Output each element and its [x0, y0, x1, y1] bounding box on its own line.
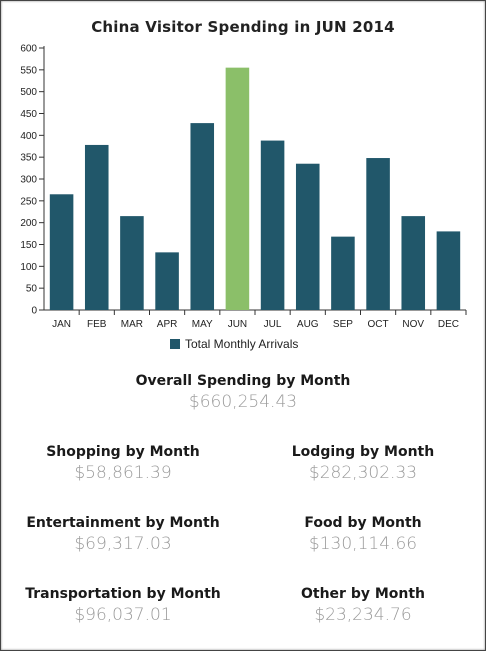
- x-tick-label: AUG: [297, 319, 319, 330]
- bar-dec: [436, 231, 461, 310]
- other-value: $23,234.76: [314, 605, 412, 625]
- entertainment-label: Entertainment by Month: [26, 515, 220, 531]
- y-tick-label: 0: [31, 306, 37, 317]
- bar-jan: [49, 194, 74, 310]
- other-label: Other by Month: [300, 586, 426, 602]
- food-value: $130,114.66: [308, 534, 418, 554]
- chart-legend: Total Monthly Arrivals: [170, 337, 298, 351]
- chart-title: China Visitor Spending in JUN 2014: [91, 18, 395, 36]
- y-tick-label: 450: [20, 109, 37, 120]
- x-tick-label: DEC: [438, 319, 459, 330]
- y-tick-label: 200: [20, 218, 37, 229]
- bar-jul: [260, 140, 285, 310]
- y-tick-label: 50: [26, 284, 38, 295]
- x-tick-label: NOV: [402, 319, 424, 330]
- x-tick-label: OCT: [368, 319, 389, 330]
- overall-spending-label: Overall Spending by Month: [135, 373, 351, 389]
- overall-spending-value: $660,254.43: [188, 392, 298, 412]
- legend-swatch: [170, 339, 180, 349]
- y-tick-label: 400: [20, 131, 37, 142]
- bar-chart: 0 50 100 150 200 250 300 350 400 450 500 550 600 JAN F…: [20, 44, 467, 330]
- bar-jun: [225, 67, 250, 311]
- y-tick-label: 300: [20, 175, 37, 186]
- transportation-spending: Transportation by Month $96,037.01: [0, 586, 246, 625]
- bar-apr: [155, 252, 179, 310]
- entertainment-spending: Entertainment by Month $69,317.03: [0, 515, 246, 554]
- transportation-value: $96,037.01: [74, 605, 172, 625]
- x-tick-label: MAR: [121, 319, 143, 330]
- entertainment-value: $69,317.03: [74, 534, 172, 554]
- lodging-value: $282,302.33: [308, 463, 418, 483]
- overall-spending: Overall Spending by Month $660,254.43: [0, 373, 486, 412]
- x-tick-label: SEP: [333, 319, 353, 330]
- bar-sep: [331, 236, 355, 310]
- shopping-value: $58,861.39: [74, 463, 172, 483]
- y-tick-label: 350: [20, 153, 37, 164]
- y-tick-label: 150: [20, 240, 37, 251]
- bar-oct: [366, 158, 390, 310]
- shopping-spending: Shopping by Month $58,861.39: [0, 444, 246, 483]
- y-tick-label: 250: [20, 196, 37, 207]
- legend-label: Total Monthly Arrivals: [185, 337, 299, 351]
- shopping-label: Shopping by Month: [46, 444, 200, 460]
- x-tick-label: JAN: [52, 319, 71, 330]
- x-tick-label: APR: [157, 319, 178, 330]
- x-tick-label: FEB: [87, 319, 107, 330]
- x-tick-label: MAY: [192, 319, 213, 330]
- bar-aug: [295, 163, 320, 310]
- x-tick-label: JUN: [228, 319, 247, 330]
- other-spending: Other by Month $23,234.76: [240, 586, 486, 625]
- bar-nov: [401, 216, 426, 310]
- food-label: Food by Month: [304, 515, 422, 531]
- transportation-label: Transportation by Month: [25, 586, 221, 602]
- y-tick-label: 550: [20, 65, 37, 76]
- bar-feb: [84, 144, 109, 310]
- y-tick-label: 500: [20, 87, 37, 98]
- lodging-label: Lodging by Month: [291, 444, 435, 460]
- food-spending: Food by Month $130,114.66: [240, 515, 486, 554]
- x-tick-label: JUL: [264, 319, 282, 330]
- bar-mar: [120, 216, 144, 310]
- y-tick-label: 100: [20, 262, 37, 273]
- y-tick-label: 600: [20, 44, 37, 55]
- bar-may: [190, 123, 215, 311]
- lodging-spending: Lodging by Month $282,302.33: [240, 444, 486, 483]
